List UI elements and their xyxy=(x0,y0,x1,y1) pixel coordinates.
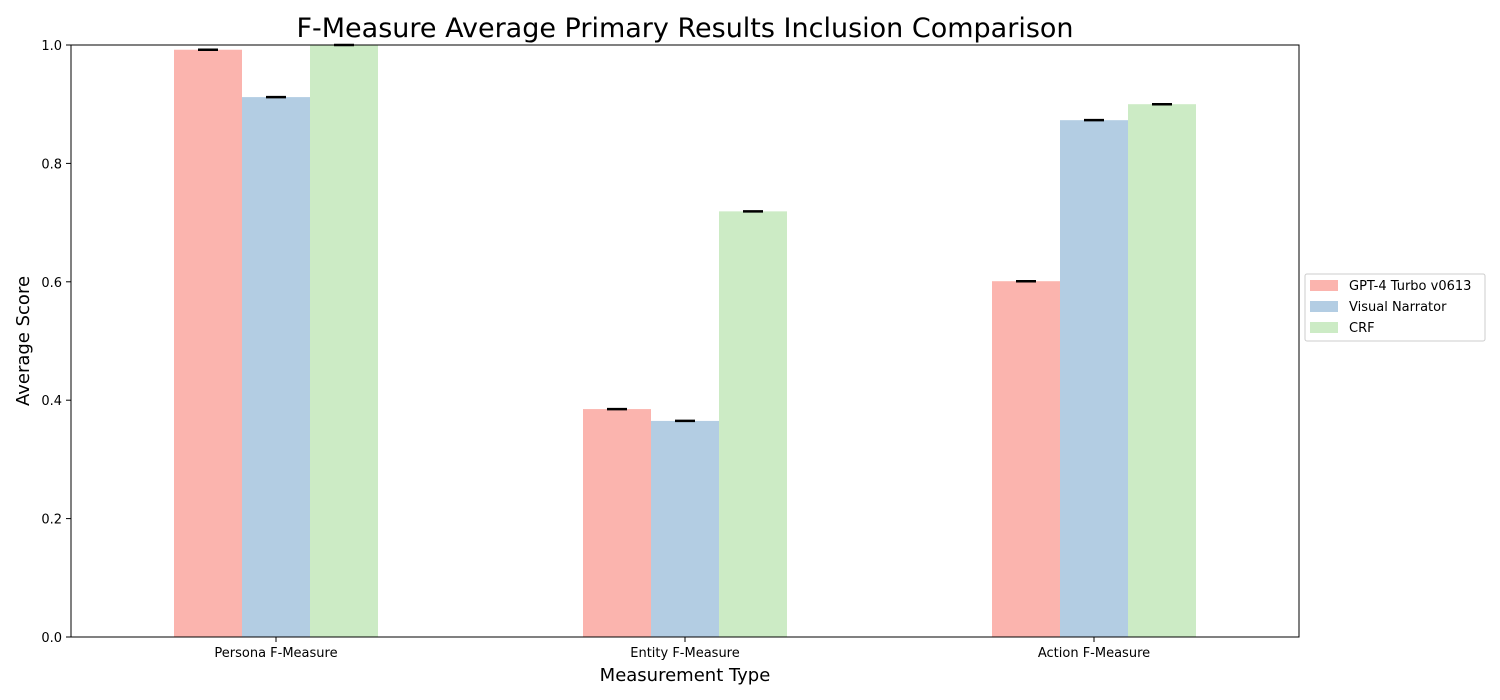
y-tick-label: 1.0 xyxy=(41,39,62,54)
x-tick-label: Persona F-Measure xyxy=(214,646,337,661)
legend-swatch-2 xyxy=(1310,322,1338,333)
legend-label-1: Visual Narrator xyxy=(1349,300,1447,315)
chart-title: F-Measure Average Primary Results Inclus… xyxy=(296,13,1073,44)
bars-group xyxy=(174,45,1196,638)
bar-2-2 xyxy=(1128,104,1196,637)
legend-label-2: CRF xyxy=(1349,321,1375,336)
x-tick-label: Action F-Measure xyxy=(1038,646,1150,661)
bar-2-1 xyxy=(719,211,787,638)
legend-label-0: GPT-4 Turbo v0613 xyxy=(1349,279,1471,294)
bar-1-1 xyxy=(651,420,719,637)
bar-1-2 xyxy=(1060,120,1128,637)
y-axis: 0.0 0.2 0.4 0.6 0.8 1.0 xyxy=(41,39,71,646)
bar-0-0 xyxy=(174,49,242,637)
y-tick-label: 0.0 xyxy=(41,631,62,646)
bar-0-2 xyxy=(992,281,1060,637)
y-tick-label: 0.6 xyxy=(41,276,62,291)
bar-2-0 xyxy=(310,45,378,637)
legend-swatch-1 xyxy=(1310,301,1338,312)
legend-frame xyxy=(1304,273,1486,342)
legend: GPT-4 Turbo v0613 Visual Narrator CRF xyxy=(1304,273,1486,342)
x-axis-title: Measurement Type xyxy=(600,665,771,686)
bar-1-0 xyxy=(242,97,310,637)
bar-0-1 xyxy=(583,409,651,637)
x-axis: Persona F-Measure Entity F-Measure Action … xyxy=(214,637,1150,661)
legend-swatch-0 xyxy=(1310,280,1338,291)
y-tick-label: 0.8 xyxy=(41,157,62,172)
y-axis-title: Average Score xyxy=(13,276,34,406)
x-tick-label: Entity F-Measure xyxy=(630,646,740,661)
y-tick-label: 0.4 xyxy=(41,394,62,409)
y-tick-label: 0.2 xyxy=(41,513,62,528)
